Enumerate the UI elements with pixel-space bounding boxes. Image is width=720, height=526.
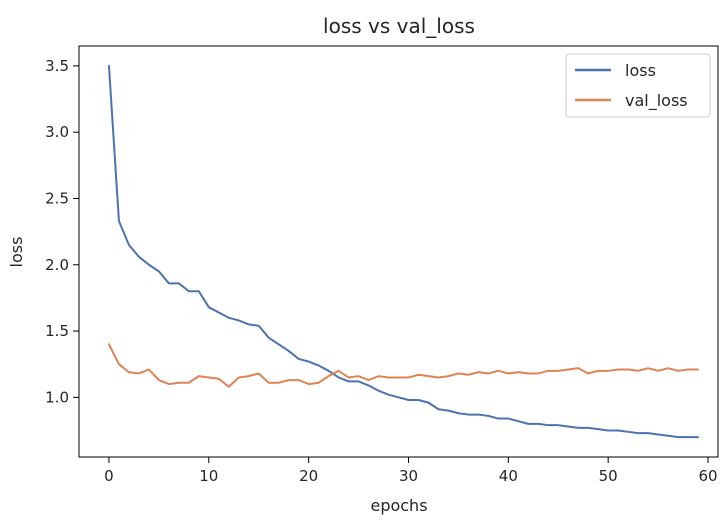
y-tick-label: 2.5 bbox=[45, 189, 69, 207]
x-tick-label: 60 bbox=[698, 467, 717, 485]
y-tick-label: 2.0 bbox=[45, 256, 69, 274]
x-tick-label: 10 bbox=[199, 467, 218, 485]
x-tick-label: 40 bbox=[499, 467, 518, 485]
y-tick-label: 1.0 bbox=[45, 388, 69, 406]
y-tick-label: 3.5 bbox=[45, 57, 69, 75]
series-layer bbox=[107, 64, 700, 439]
x-tick-label: 50 bbox=[599, 467, 618, 485]
x-axis-label: epochs bbox=[370, 496, 427, 515]
legend-label-val-loss: val_loss bbox=[625, 91, 688, 111]
y-axis-label: loss bbox=[7, 237, 26, 268]
legend-label-loss: loss bbox=[625, 61, 656, 80]
chart-title: loss vs val_loss bbox=[323, 14, 475, 38]
x-tick-label: 30 bbox=[399, 467, 418, 485]
x-tick-label: 0 bbox=[104, 467, 114, 485]
y-tick-label: 1.5 bbox=[45, 322, 69, 340]
y-tick-label: 3.0 bbox=[45, 123, 69, 141]
x-tick-label: 20 bbox=[299, 467, 318, 485]
x-axis: 0 10 20 30 40 50 60 bbox=[104, 457, 718, 485]
series-line-val-loss bbox=[107, 343, 700, 388]
legend: loss val_loss bbox=[565, 53, 711, 118]
plot-frame bbox=[78, 45, 719, 458]
y-axis: 1.0 1.5 2.0 2.5 3.0 3.5 bbox=[45, 57, 79, 406]
series-line-loss bbox=[107, 64, 700, 439]
